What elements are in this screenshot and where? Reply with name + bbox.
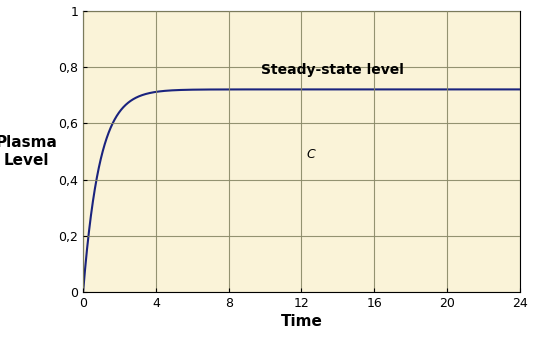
Text: Plasma
Level: Plasma Level: [0, 135, 57, 168]
X-axis label: Time: Time: [280, 314, 323, 329]
Text: C: C: [306, 148, 315, 161]
Text: Steady-state level: Steady-state level: [262, 63, 404, 77]
